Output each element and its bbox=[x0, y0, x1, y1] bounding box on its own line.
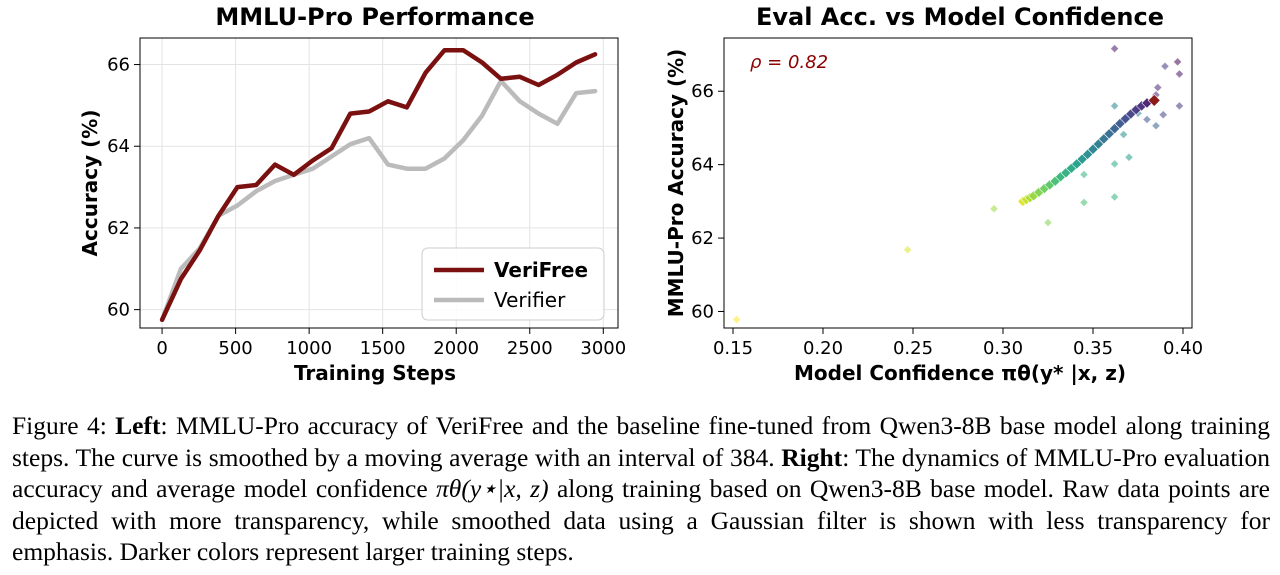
raw-data-point bbox=[1158, 110, 1168, 120]
series-line-verifree bbox=[159, 48, 598, 323]
raw-data-point bbox=[1142, 115, 1152, 124]
left-legend: VeriFree Verifier bbox=[421, 247, 605, 321]
left-y-axis-label: Accuracy (%) bbox=[78, 110, 102, 257]
caption-left-label: Left bbox=[115, 411, 161, 440]
left-chart-title: MMLU-Pro Performance bbox=[215, 3, 534, 31]
right-y-tick-label: 66 bbox=[691, 81, 714, 102]
caption-right-text-1: : The dynamics of MMLU-Pro evaluation ac… bbox=[12, 442, 1271, 504]
raw-data-point bbox=[1160, 61, 1170, 71]
figure-caption: Figure 4: Left: MMLU-Pro accuracy of Ver… bbox=[12, 410, 1270, 568]
right-plot-frame bbox=[723, 37, 1193, 329]
right-y-tick-label: 62 bbox=[691, 228, 714, 249]
left-x-tick-label: 500 bbox=[218, 338, 252, 359]
raw-data-point bbox=[1043, 218, 1053, 228]
left-y-ticks: 60 62 64 66 bbox=[107, 55, 140, 321]
raw-data-point bbox=[903, 245, 913, 255]
right-y-axis-label: MMLU-Pro Accuracy (%) bbox=[664, 49, 688, 318]
raw-data-point bbox=[1174, 101, 1184, 111]
left-plot-frame bbox=[139, 37, 619, 329]
left-y-tick-label: 60 bbox=[107, 300, 130, 321]
left-x-ticks: 0 500 1000 1500 2000 2500 3000 bbox=[156, 328, 626, 359]
raw-data-point bbox=[1110, 44, 1120, 54]
caption-figure-label: Figure 4: bbox=[12, 411, 107, 440]
left-x-axis-label: Training Steps bbox=[294, 361, 456, 385]
raw-data-point bbox=[1079, 170, 1089, 179]
left-x-tick-label: 0 bbox=[156, 338, 167, 359]
left-grid bbox=[140, 38, 618, 328]
right-x-tick-label: 0.25 bbox=[893, 338, 933, 359]
figure: MMLU-Pro Performance 0 500 1000 1500 2000 250… bbox=[78, 3, 1203, 385]
left-y-tick-label: 62 bbox=[107, 218, 130, 239]
caption-left-text: : MMLU-Pro accuracy of VeriFree and the … bbox=[12, 411, 1270, 472]
right-y-tick-label: 60 bbox=[691, 301, 714, 322]
raw-data-point bbox=[1110, 192, 1120, 202]
right-points bbox=[732, 44, 1184, 324]
right-x-axis-label: Model Confidence πθ(y* |x, z) bbox=[794, 361, 1126, 385]
caption-math: πθ(y⋆|x, z) bbox=[436, 474, 549, 503]
raw-data-point bbox=[1173, 57, 1183, 67]
left-y-tick-label: 66 bbox=[107, 55, 130, 76]
right-x-tick-label: 0.35 bbox=[1073, 338, 1113, 359]
raw-data-point bbox=[1153, 83, 1163, 92]
left-x-tick-label: 3000 bbox=[580, 338, 626, 359]
raw-data-point bbox=[1079, 198, 1089, 207]
left-x-tick-label: 1000 bbox=[286, 338, 332, 359]
left-y-tick-label: 64 bbox=[107, 136, 130, 157]
right-x-tick-label: 0.30 bbox=[983, 338, 1023, 359]
right-chart: Eval Acc. vs Model Confidence 0.15 0.20 0.… bbox=[664, 3, 1203, 385]
right-y-tick-label: 64 bbox=[691, 155, 714, 176]
right-chart-title: Eval Acc. vs Model Confidence bbox=[756, 3, 1164, 31]
correlation-annotation: ρ = 0.82 bbox=[750, 52, 828, 73]
right-x-tick-label: 0.20 bbox=[803, 338, 843, 359]
left-x-tick-label: 2000 bbox=[433, 338, 479, 359]
right-y-ticks: 60 62 64 66 bbox=[691, 81, 724, 322]
raw-data-point bbox=[1151, 121, 1161, 131]
raw-data-point bbox=[1174, 69, 1184, 79]
caption-right-label: Right bbox=[781, 442, 843, 472]
right-x-tick-label: 0.15 bbox=[713, 338, 753, 359]
left-chart: MMLU-Pro Performance 0 500 1000 1500 2000 250… bbox=[78, 3, 626, 385]
legend-label-verifier: Verifier bbox=[494, 288, 566, 312]
left-x-tick-label: 1500 bbox=[360, 338, 406, 359]
raw-data-point bbox=[1119, 130, 1129, 139]
raw-data-point bbox=[732, 315, 742, 324]
raw-data-point bbox=[989, 204, 999, 214]
raw-data-point bbox=[1110, 101, 1120, 111]
series-line-verifier bbox=[159, 78, 598, 323]
right-x-ticks: 0.15 0.20 0.25 0.30 0.35 0.40 bbox=[713, 328, 1203, 359]
latest-data-point bbox=[1147, 93, 1161, 107]
raw-data-point bbox=[1110, 159, 1120, 169]
left-x-tick-label: 2500 bbox=[507, 338, 553, 359]
left-lines bbox=[159, 48, 598, 323]
raw-data-point bbox=[1124, 152, 1134, 162]
legend-label-verifree: VeriFree bbox=[494, 258, 588, 282]
right-x-tick-label: 0.40 bbox=[1163, 338, 1203, 359]
caption-right-text-2: along training based on Qwen3-8B base mo… bbox=[12, 474, 1270, 566]
